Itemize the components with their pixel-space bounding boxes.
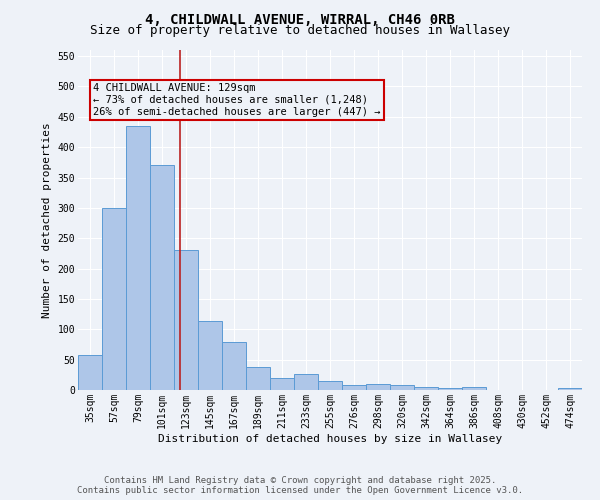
Bar: [126, 126, 150, 390]
Bar: [270, 378, 294, 390]
Bar: [294, 374, 318, 390]
Bar: [558, 388, 582, 390]
X-axis label: Distribution of detached houses by size in Wallasey: Distribution of detached houses by size …: [158, 434, 502, 444]
Text: 4, CHILDWALL AVENUE, WIRRAL, CH46 0RB: 4, CHILDWALL AVENUE, WIRRAL, CH46 0RB: [145, 12, 455, 26]
Bar: [342, 385, 366, 390]
Bar: [438, 388, 462, 390]
Bar: [414, 387, 438, 390]
Bar: [222, 342, 246, 390]
Bar: [198, 322, 222, 390]
Bar: [462, 387, 486, 390]
Bar: [366, 384, 390, 390]
Bar: [150, 166, 174, 390]
Bar: [390, 384, 414, 390]
Y-axis label: Number of detached properties: Number of detached properties: [42, 122, 52, 318]
Text: 4 CHILDWALL AVENUE: 129sqm
← 73% of detached houses are smaller (1,248)
26% of s: 4 CHILDWALL AVENUE: 129sqm ← 73% of deta…: [93, 84, 380, 116]
Bar: [78, 355, 102, 390]
Bar: [174, 250, 198, 390]
Text: Contains HM Land Registry data © Crown copyright and database right 2025.
Contai: Contains HM Land Registry data © Crown c…: [77, 476, 523, 495]
Text: Size of property relative to detached houses in Wallasey: Size of property relative to detached ho…: [90, 24, 510, 37]
Bar: [246, 367, 270, 390]
Bar: [102, 208, 126, 390]
Bar: [318, 381, 342, 390]
